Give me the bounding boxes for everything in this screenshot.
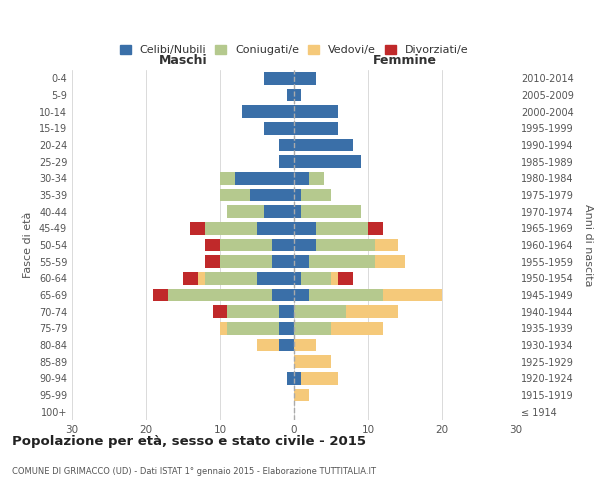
Bar (257, 222, 294, 234)
Bar (294, 389, 309, 401)
Bar (190, 222, 205, 234)
Bar (301, 206, 361, 218)
Bar (257, 272, 294, 284)
Bar (212, 306, 227, 318)
Bar (316, 222, 368, 234)
Bar (294, 322, 331, 334)
Bar (294, 339, 316, 351)
Bar (301, 372, 338, 384)
Bar (205, 256, 220, 268)
Bar (279, 339, 294, 351)
Bar (287, 89, 294, 101)
Bar (294, 172, 309, 184)
Bar (383, 289, 442, 301)
Text: Maschi: Maschi (158, 54, 208, 66)
Bar (294, 188, 301, 201)
Y-axis label: Anni di nascita: Anni di nascita (583, 204, 593, 286)
Bar (272, 289, 294, 301)
Bar (309, 256, 376, 268)
Bar (205, 222, 257, 234)
Bar (294, 256, 309, 268)
Bar (250, 188, 294, 201)
Bar (294, 372, 301, 384)
Bar (220, 256, 272, 268)
Bar (294, 72, 316, 85)
Bar (294, 356, 331, 368)
Bar (279, 156, 294, 168)
Bar (265, 72, 294, 85)
Bar (316, 239, 376, 251)
Bar (220, 188, 250, 201)
Bar (294, 306, 346, 318)
Bar (227, 322, 279, 334)
Bar (183, 272, 198, 284)
Bar (265, 206, 294, 218)
Bar (294, 222, 316, 234)
Bar (220, 172, 235, 184)
Bar (376, 256, 405, 268)
Bar (272, 239, 294, 251)
Bar (220, 322, 227, 334)
Bar (331, 322, 383, 334)
Bar (346, 306, 398, 318)
Bar (272, 256, 294, 268)
Bar (235, 172, 294, 184)
Bar (205, 272, 257, 284)
Bar (294, 89, 301, 101)
Bar (294, 272, 301, 284)
Bar (338, 272, 353, 284)
Y-axis label: Fasce di età: Fasce di età (23, 212, 33, 278)
Bar (294, 106, 338, 118)
Bar (242, 106, 294, 118)
Bar (294, 239, 316, 251)
Bar (279, 138, 294, 151)
Bar (331, 272, 338, 284)
Bar (205, 239, 220, 251)
Bar (227, 306, 279, 318)
Bar (294, 156, 361, 168)
Bar (368, 222, 383, 234)
Bar (309, 172, 323, 184)
Bar (301, 272, 331, 284)
Bar (301, 188, 331, 201)
Bar (294, 138, 353, 151)
Bar (279, 322, 294, 334)
Bar (294, 289, 309, 301)
Bar (168, 289, 272, 301)
Bar (309, 289, 383, 301)
Text: Femmine: Femmine (373, 54, 437, 66)
Bar (294, 122, 338, 134)
Bar (376, 239, 398, 251)
Bar (294, 206, 301, 218)
Bar (220, 239, 272, 251)
Bar (154, 289, 168, 301)
Bar (265, 122, 294, 134)
Bar (287, 372, 294, 384)
Text: COMUNE DI GRIMACCO (UD) - Dati ISTAT 1° gennaio 2015 - Elaborazione TUTTITALIA.I: COMUNE DI GRIMACCO (UD) - Dati ISTAT 1° … (12, 468, 376, 476)
Legend: Celibi/Nubili, Coniugati/e, Vedovi/e, Divorziati/e: Celibi/Nubili, Coniugati/e, Vedovi/e, Di… (115, 40, 473, 60)
Bar (279, 306, 294, 318)
Bar (198, 272, 205, 284)
Bar (227, 206, 265, 218)
Bar (257, 339, 279, 351)
Text: Popolazione per età, sesso e stato civile - 2015: Popolazione per età, sesso e stato civil… (12, 435, 366, 448)
